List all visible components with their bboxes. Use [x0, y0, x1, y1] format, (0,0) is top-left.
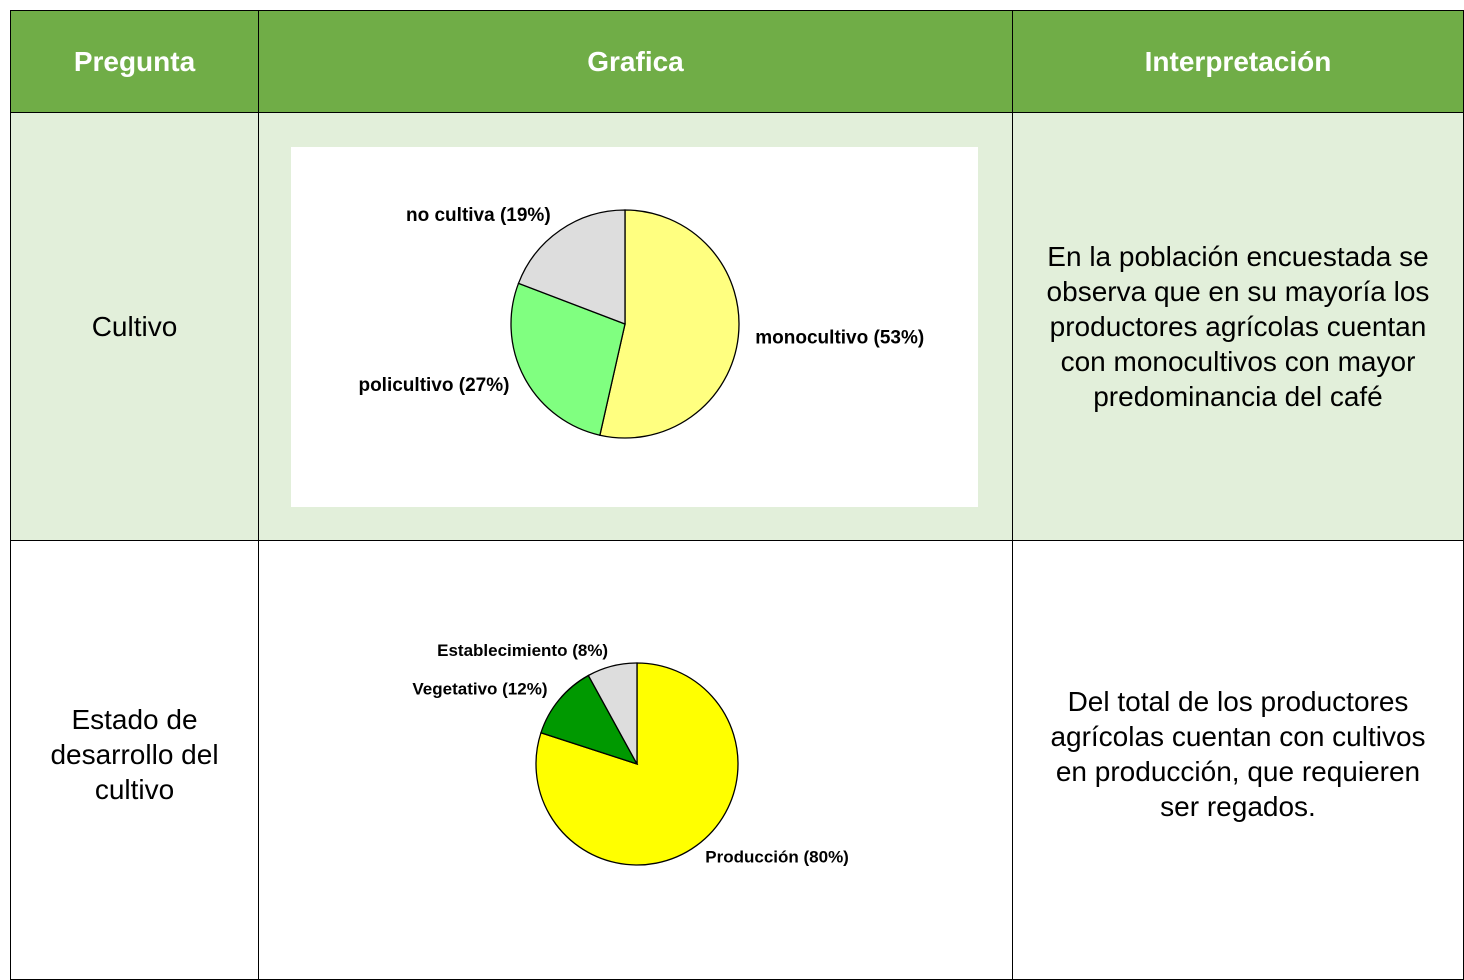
question-text: Cultivo	[91, 311, 178, 342]
question-cell: Estado de desarrollo del cultivo	[10, 540, 259, 980]
header-text: Grafica	[587, 46, 684, 77]
interpretation-cell: Del total de los productores agrícolas c…	[1012, 540, 1464, 980]
question-text: Estado de desarrollo del cultivo	[50, 703, 219, 805]
header-text: Interpretación	[1144, 46, 1332, 77]
interpretation-text: En la población encuestada se observa qu…	[1046, 241, 1430, 412]
header-cell: Interpretación	[1012, 10, 1464, 113]
header-cell: Grafica	[258, 10, 1013, 113]
interpretation-cell: En la población encuestada se observa qu…	[1012, 112, 1464, 541]
question-cell: Cultivo	[10, 112, 259, 541]
chart-cell	[258, 112, 1013, 541]
chart-cell	[258, 540, 1013, 980]
interpretation-text: Del total de los productores agrícolas c…	[1050, 686, 1426, 822]
header-cell: Pregunta	[10, 10, 259, 113]
header-text: Pregunta	[73, 46, 196, 77]
